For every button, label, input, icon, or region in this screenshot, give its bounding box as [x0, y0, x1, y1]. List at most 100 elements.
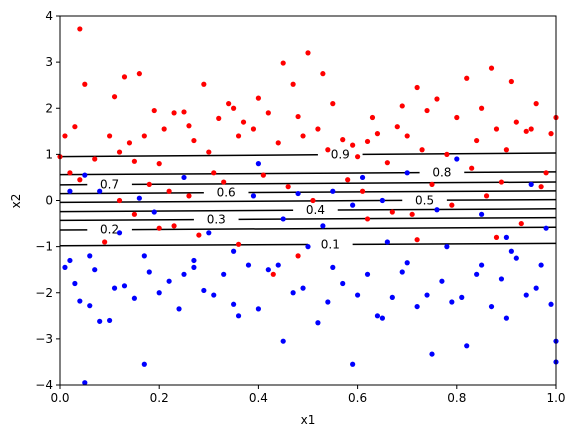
y-tick-label: −4 [35, 378, 53, 392]
point-red [523, 128, 529, 134]
point-red [156, 225, 162, 231]
point-blue [488, 303, 495, 310]
contour-line-7-left [59, 171, 420, 176]
point-red [235, 133, 242, 139]
point-blue [231, 248, 237, 254]
point-red [285, 184, 291, 190]
contour-line-2-left [59, 218, 194, 222]
x-tick-label: 0.2 [150, 391, 169, 405]
point-red [116, 149, 123, 155]
point-blue [67, 257, 73, 264]
point-red [171, 110, 177, 116]
point-blue [211, 292, 217, 298]
point-red [419, 147, 425, 153]
point-red [295, 253, 301, 259]
point-blue [404, 260, 410, 266]
y-tick-label: 0 [45, 194, 53, 208]
point-red [240, 119, 247, 125]
point-red [414, 84, 420, 91]
point-blue [265, 267, 271, 273]
point-red [72, 124, 78, 130]
point-blue [82, 380, 88, 386]
point-red [126, 140, 133, 146]
point-blue [503, 315, 509, 321]
point-blue [87, 253, 93, 259]
point-red [216, 115, 222, 121]
point-blue [151, 209, 157, 215]
contour-line-6-right [131, 181, 557, 186]
point-blue [389, 294, 395, 300]
point-blue [141, 361, 147, 367]
point-blue [384, 239, 390, 245]
point-red [275, 140, 281, 146]
point-red [102, 239, 108, 245]
contour-label: 0.8 [432, 166, 451, 180]
point-red [414, 237, 420, 243]
point-red [528, 126, 534, 132]
point-blue [221, 271, 227, 277]
point-blue [513, 255, 519, 261]
contour-line-5-left [59, 192, 204, 195]
point-red [429, 181, 435, 187]
point-blue [300, 285, 306, 291]
point-blue [166, 278, 172, 284]
point-red [305, 50, 311, 56]
point-red [270, 271, 276, 277]
point-red [364, 216, 371, 222]
point-red [474, 137, 480, 144]
point-red [483, 193, 490, 199]
point-red [498, 179, 505, 185]
y-tick-label: −1 [35, 240, 53, 254]
point-red [493, 234, 500, 240]
point-red [359, 188, 366, 194]
point-blue [206, 230, 212, 236]
point-blue [77, 298, 83, 304]
contour-line-3-right [337, 208, 557, 211]
point-red [350, 142, 356, 148]
point-red [444, 151, 450, 157]
point-blue [538, 262, 544, 268]
point-red [226, 101, 232, 107]
point-blue [97, 188, 103, 194]
point-red [146, 181, 152, 187]
point-red [424, 107, 430, 114]
point-red [469, 165, 475, 171]
point-red [479, 105, 485, 111]
point-red [92, 156, 98, 162]
point-red [300, 133, 306, 139]
y-tick-label: −3 [35, 332, 53, 346]
x-tick-label: 0.8 [447, 391, 466, 405]
contour-line-0-right [352, 242, 557, 246]
point-blue [399, 269, 405, 275]
point-blue [364, 271, 371, 277]
contour-label: 0.4 [306, 203, 325, 217]
point-blue [275, 262, 281, 268]
point-red [330, 101, 336, 107]
point-blue [444, 244, 450, 250]
point-red [121, 74, 128, 80]
y-axis-ticks: −4 −3 −2 −1 0 1 2 3 4 [35, 9, 60, 392]
x-axis-label: x1 [301, 413, 316, 427]
point-blue [340, 280, 346, 287]
point-blue [350, 361, 356, 367]
contour-label: 0.1 [321, 237, 340, 251]
point-red [171, 223, 177, 229]
point-red [389, 209, 395, 215]
contour-label: 0.9 [331, 148, 350, 162]
contour-line-7-right [464, 171, 557, 174]
point-red [533, 101, 539, 107]
point-red [295, 113, 301, 120]
point-blue [434, 207, 440, 213]
point-blue [280, 216, 286, 222]
point-blue [359, 174, 366, 181]
point-red [503, 147, 509, 153]
point-red [394, 124, 400, 130]
point-red [454, 114, 460, 121]
point-red [131, 158, 137, 164]
point-blue [439, 278, 445, 284]
point-red [116, 197, 123, 204]
point-blue [315, 320, 321, 326]
contour-label: 0.7 [100, 178, 119, 192]
point-blue [330, 188, 336, 194]
point-blue [131, 295, 137, 301]
